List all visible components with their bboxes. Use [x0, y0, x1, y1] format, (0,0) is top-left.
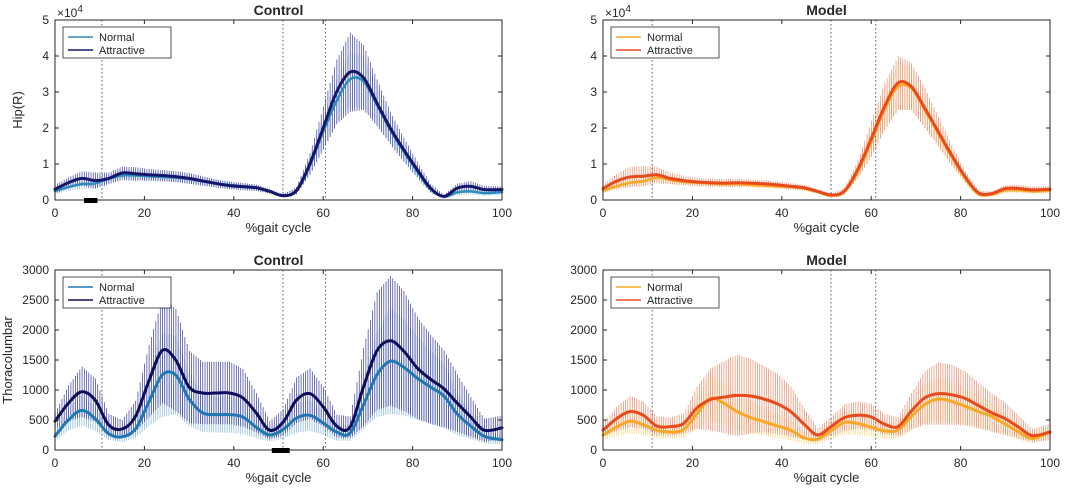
legend-label-attractive: Attractive [99, 45, 145, 57]
x-axis-label: %gait cycle [246, 470, 312, 485]
y-tick-label: 1 [42, 157, 49, 171]
mean-line-attractive [53, 339, 504, 433]
chart-panel-3: 0 20 40 60 80 100050010001500200025003000Cont… [0, 252, 512, 485]
y-tick-label: 0 [42, 193, 49, 207]
x-axis-label: %gait cycle [794, 470, 860, 485]
y-tick-label: 1 [590, 157, 597, 171]
x-tick-label: 20 [138, 456, 152, 470]
y-tick-label: 2 [42, 121, 49, 135]
y-tick-label: 0 [590, 443, 597, 457]
x-tick-label: 80 [406, 206, 420, 220]
x-tick-label: 40 [227, 206, 241, 220]
x-tick-label: 60 [317, 456, 331, 470]
chart-title: Control [254, 2, 304, 18]
legend-label-normal: Normal [99, 32, 134, 44]
chart-title: Model [806, 252, 846, 268]
y-tick-label: 2000 [22, 323, 49, 337]
x-tick-label: 60 [317, 206, 331, 220]
significance-bar [84, 198, 98, 203]
y-tick-label: 0 [42, 443, 49, 457]
x-tick-label: 100 [492, 206, 512, 220]
y-axis-label: Hip(R) [10, 91, 25, 129]
axes-box [54, 19, 503, 201]
chart-title: Model [806, 2, 846, 18]
mean-line-normal [601, 396, 1052, 442]
y-tick-label: 3000 [22, 263, 49, 277]
chart-title: Control [254, 252, 304, 268]
x-tick-label: 80 [954, 206, 968, 220]
x-tick-label: 80 [954, 456, 968, 470]
mean-line-attractive [601, 80, 1052, 197]
legend-box [62, 276, 172, 309]
x-tick-label: 60 [865, 206, 879, 220]
x-axis-label: %gait cycle [246, 220, 312, 235]
legend-box [610, 26, 720, 59]
axes-box [602, 19, 1051, 201]
y-tick-label: 2500 [570, 293, 597, 307]
x-tick-label: 20 [686, 456, 700, 470]
y-tick-label: 1000 [570, 383, 597, 397]
x-tick-label: 80 [406, 456, 420, 470]
mean-line-normal [53, 359, 504, 442]
y-multiplier-base: ×10 [605, 6, 626, 20]
y-tick-label: 3 [590, 85, 597, 99]
x-tick-label: 100 [492, 456, 512, 470]
x-tick-label: 0 [600, 456, 607, 470]
mean-line-attractive [601, 391, 1052, 438]
x-tick-label: 0 [52, 456, 59, 470]
y-tick-label: 1000 [22, 383, 49, 397]
x-tick-label: 20 [686, 206, 700, 220]
x-tick-label: 0 [52, 206, 59, 220]
y-tick-label: 2 [590, 121, 597, 135]
legend-box [610, 276, 720, 309]
y-multiplier-exponent: 4 [625, 4, 631, 15]
y-tick-label: 5 [42, 13, 49, 27]
legend-label-attractive: Attractive [647, 45, 693, 57]
y-tick-label: 3000 [570, 263, 597, 277]
y-multiplier-base: ×10 [57, 6, 78, 20]
y-tick-label: 500 [577, 413, 597, 427]
x-tick-label: 60 [865, 456, 879, 470]
x-tick-label: 20 [138, 206, 152, 220]
y-tick-label: 4 [590, 49, 597, 63]
y-tick-label: 2500 [22, 293, 49, 307]
y-tick-label: 1500 [22, 353, 49, 367]
y-multiplier-label: ×104 [605, 4, 631, 20]
chart-panel-4: 0 20 40 60 80 100050010001500200025003000Mode… [570, 252, 1060, 485]
legend-label-attractive: Attractive [99, 295, 145, 307]
x-tick-label: 40 [227, 456, 241, 470]
x-tick-label: 100 [1040, 206, 1060, 220]
legend-label-attractive: Attractive [647, 295, 693, 307]
mean-line-attractive [53, 69, 504, 198]
x-tick-label: 100 [1040, 456, 1060, 470]
x-tick-label: 40 [775, 456, 789, 470]
y-multiplier-label: ×104 [57, 4, 83, 20]
y-tick-label: 5 [590, 13, 597, 27]
x-tick-label: 0 [600, 206, 607, 220]
x-axis-label: %gait cycle [794, 220, 860, 235]
y-tick-label: 3 [42, 85, 49, 99]
y-tick-label: 4 [42, 49, 49, 63]
y-tick-label: 2000 [570, 323, 597, 337]
legend-label-normal: Normal [99, 282, 134, 294]
legend-box [62, 26, 172, 59]
legend-label-normal: Normal [647, 32, 682, 44]
x-tick-label: 40 [775, 206, 789, 220]
y-tick-label: 0 [590, 193, 597, 207]
legend-label-normal: Normal [647, 282, 682, 294]
y-multiplier-exponent: 4 [77, 4, 83, 15]
significance-bar [271, 448, 290, 453]
y-tick-label: 1500 [570, 353, 597, 367]
y-axis-label: Thoracolumbar [0, 316, 15, 404]
y-tick-label: 500 [29, 413, 49, 427]
